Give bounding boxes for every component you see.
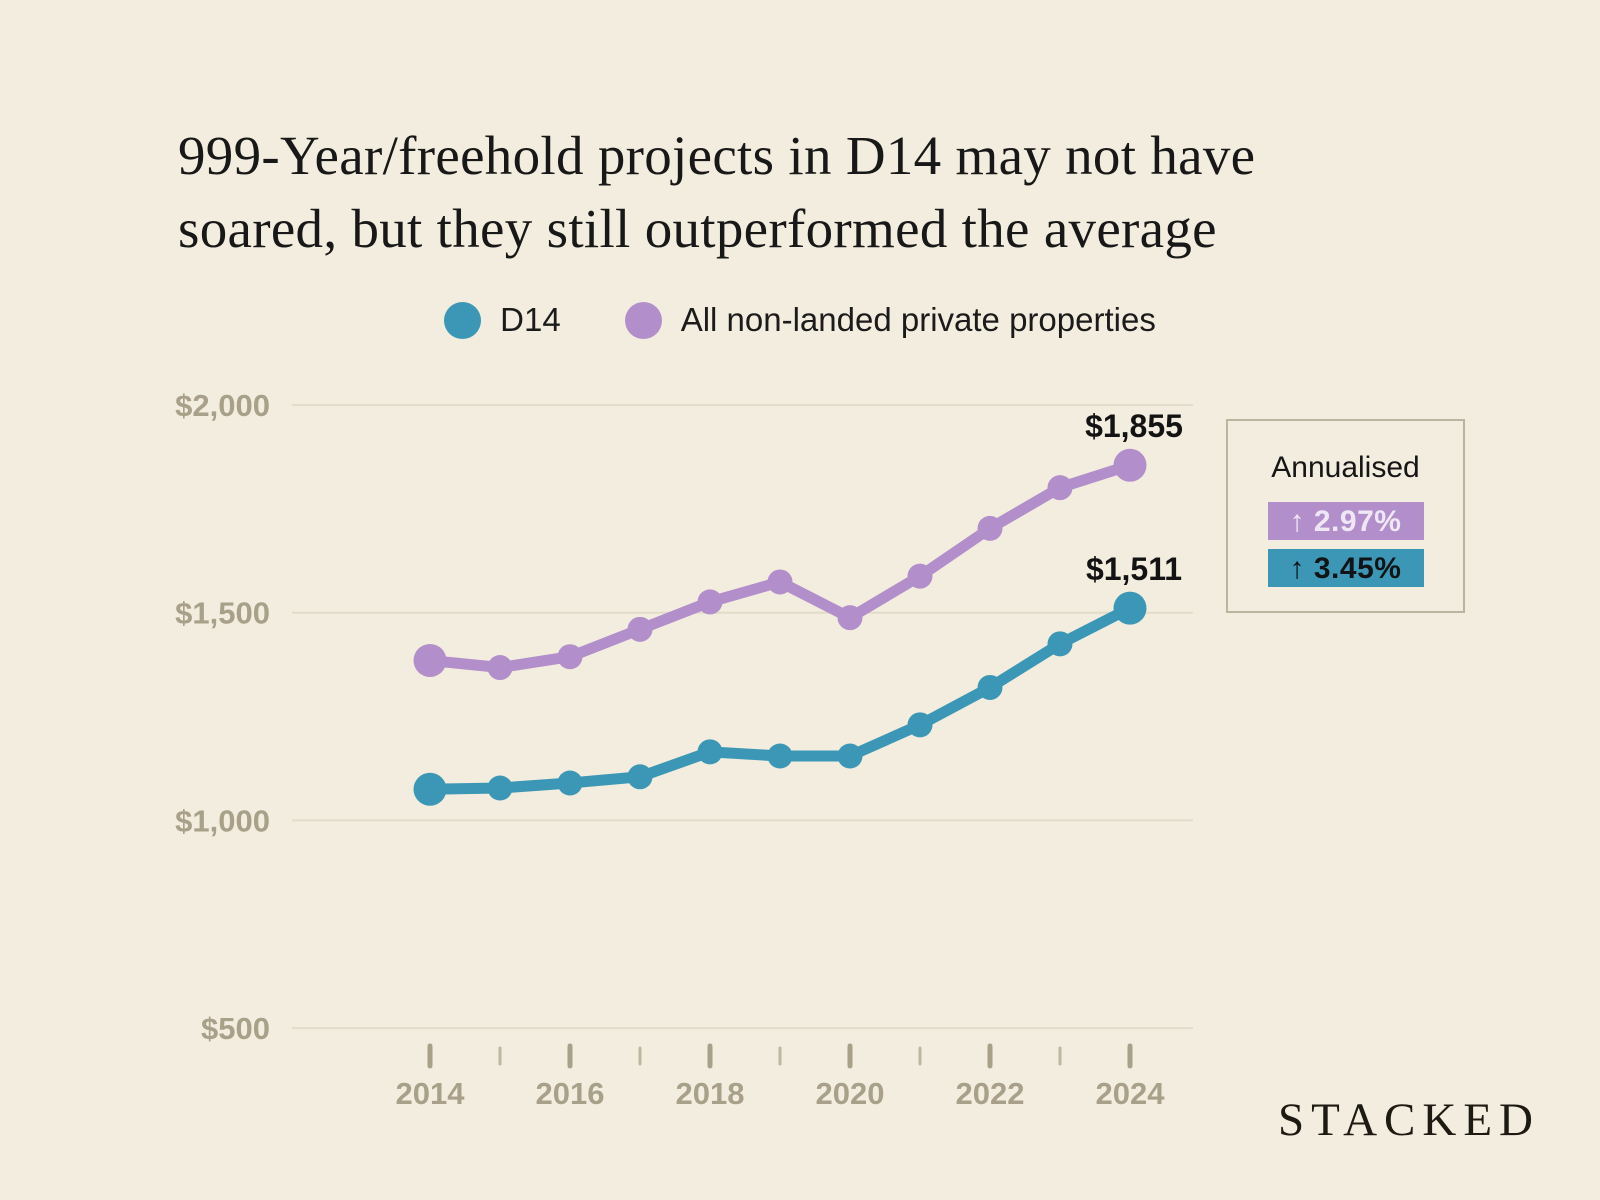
up-arrow-icon: ↑ (1289, 552, 1306, 585)
annualised-value-d14: 3.45% (1313, 552, 1402, 585)
series-end-value-label: $1,855 (1085, 408, 1183, 444)
up-arrow-icon: ↑ (1289, 505, 1306, 538)
gridlines: $500 $1,000 $1,500 $2,000 (175, 388, 1193, 1046)
x-axis-label: 2020 (816, 1076, 885, 1111)
chart-title: 999-Year/freehold projects in D14 may no… (178, 119, 1255, 265)
y-axis-label: $1,000 (175, 803, 270, 838)
x-axis-label: 2024 (1096, 1076, 1166, 1111)
annualised-badge-all-properties: ↑ 2.97% (1267, 502, 1424, 540)
data-point (697, 739, 723, 765)
x-axis-label: 2016 (536, 1076, 605, 1111)
series-line (424, 459, 1136, 674)
data-point (1113, 591, 1147, 625)
series-all-non-landed-private-properties: $1,855 (413, 408, 1183, 681)
data-point (977, 515, 1003, 541)
legend-dot-all-properties-icon (624, 301, 662, 339)
annualised-badge-d14: ↑ 3.45% (1267, 549, 1424, 587)
data-point (1113, 448, 1147, 482)
data-point (487, 775, 513, 801)
x-axis: 2014 2016 2018 2020 2022 2024 (396, 1043, 1166, 1111)
data-point (627, 764, 653, 790)
chart-legend: D14 All non-landed private properties (0, 301, 1600, 339)
data-point (1047, 475, 1073, 501)
annualised-box-title: Annualised (1271, 451, 1420, 484)
data-point (907, 563, 933, 589)
data-point (487, 655, 513, 681)
chart-title-line-2: soared, but they still outperformed the … (178, 197, 1217, 259)
series-end-value-label: $1,511 (1086, 551, 1182, 587)
data-point (557, 770, 583, 796)
data-point (977, 674, 1003, 700)
data-point (413, 643, 447, 677)
legend-label-all-properties: All non-landed private properties (680, 301, 1156, 338)
x-axis-label: 2018 (676, 1076, 745, 1111)
y-axis-label: $2,000 (175, 388, 270, 423)
data-point (627, 616, 653, 642)
data-point (907, 712, 933, 738)
data-point (767, 569, 793, 595)
stacked-logo: STACKED (1278, 1094, 1540, 1146)
data-point (1047, 631, 1073, 657)
data-point (697, 589, 723, 615)
y-axis-label: $500 (201, 1011, 270, 1046)
data-point (837, 743, 863, 769)
annualised-box: Annualised ↑ 2.97% ↑ 3.45% (1226, 419, 1465, 613)
legend-dot-d14-icon (444, 301, 482, 339)
legend-label-d14: D14 (500, 301, 561, 338)
legend-item-all-properties: All non-landed private properties (624, 301, 1156, 339)
data-point (557, 644, 583, 670)
legend-item-d14: D14 (444, 301, 561, 339)
data-point (767, 743, 793, 769)
annualised-value-all-properties: 2.97% (1313, 505, 1402, 538)
data-point (413, 772, 447, 806)
series-d14: $1,511 (413, 551, 1182, 806)
y-axis-label: $1,500 (175, 596, 270, 631)
x-axis-label: 2014 (396, 1076, 466, 1111)
x-axis-label: 2022 (956, 1076, 1025, 1111)
data-point (837, 605, 863, 631)
chart-title-line-1: 999-Year/freehold projects in D14 may no… (178, 124, 1256, 186)
